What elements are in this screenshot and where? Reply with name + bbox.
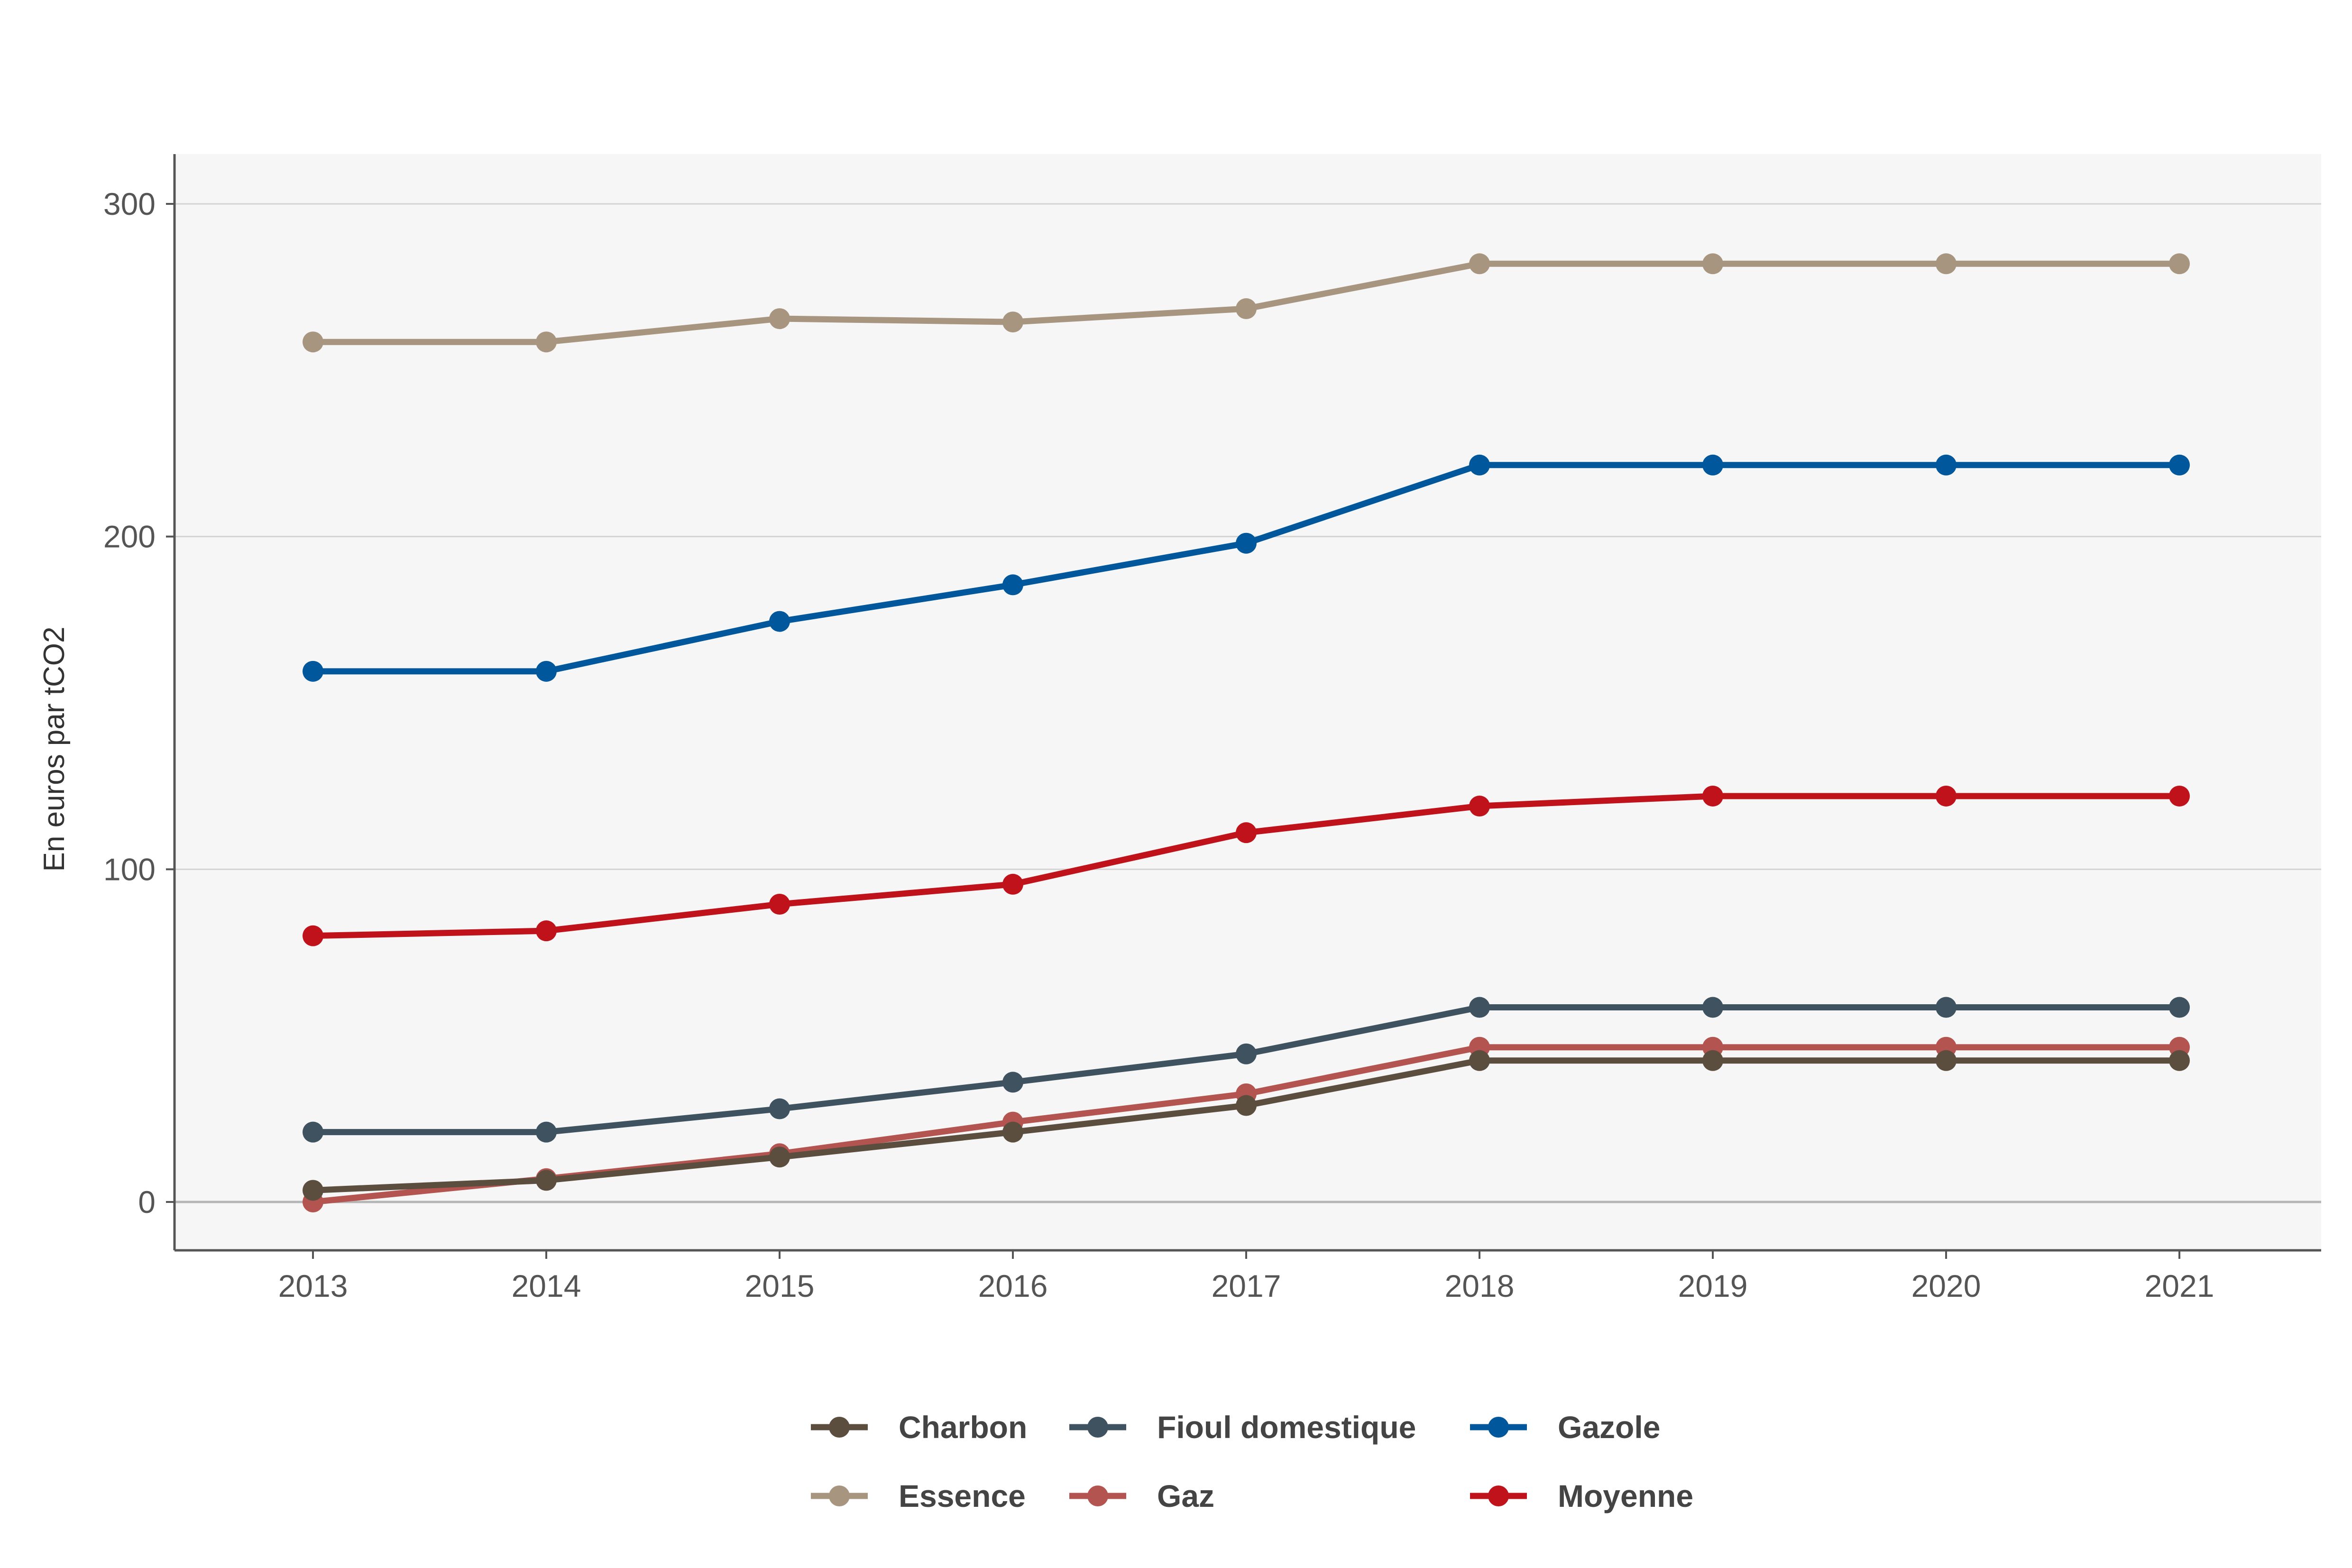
data-point-moyenne	[1236, 822, 1257, 844]
series-layer	[303, 253, 2190, 1212]
legend-label: Fioul domestique	[1157, 1410, 1416, 1445]
series-essence	[303, 253, 2190, 353]
data-point-fioul-domestique	[1936, 997, 1957, 1018]
data-point-essence	[1702, 253, 1723, 275]
series-gazole	[303, 454, 2190, 682]
data-point-essence	[1469, 253, 1490, 275]
data-point-moyenne	[303, 925, 323, 946]
x-tick-label: 2021	[2145, 1268, 2214, 1303]
data-point-fioul-domestique	[303, 1121, 323, 1143]
data-point-charbon	[1469, 1050, 1490, 1071]
legend-swatch-marker	[1087, 1417, 1108, 1438]
data-point-charbon	[536, 1170, 557, 1191]
data-point-moyenne	[1002, 873, 1023, 895]
x-tick-label: 2015	[745, 1268, 815, 1303]
legend: Charbon Fioul domestique Gazole Essence Gaz M…	[811, 1410, 1693, 1513]
x-tick-label: 2016	[978, 1268, 1048, 1303]
legend-swatch-marker	[829, 1485, 850, 1506]
data-point-gazole	[1469, 454, 1490, 476]
data-point-fioul-domestique	[1469, 997, 1490, 1018]
legend-item-charbon: Charbon	[811, 1410, 1027, 1445]
data-point-fioul-domestique	[769, 1098, 790, 1119]
data-point-gazole	[536, 660, 557, 682]
x-tick-label: 2020	[1911, 1268, 1981, 1303]
data-point-fioul-domestique	[1702, 997, 1723, 1018]
y-tick-label: 100	[103, 852, 156, 887]
data-point-charbon	[1936, 1050, 1957, 1071]
data-point-gazole	[1702, 454, 1723, 476]
legend-label: Charbon	[899, 1410, 1027, 1445]
data-point-moyenne	[1469, 796, 1490, 817]
data-point-moyenne	[769, 894, 790, 915]
y-axis-title: En euros par tCO2	[38, 627, 71, 872]
legend-item-gaz: Gaz	[1069, 1478, 1214, 1513]
y-axis-ticks: 0 100 200 300	[103, 186, 175, 1220]
legend-label: Gazole	[1558, 1410, 1660, 1445]
data-point-gazole	[303, 660, 323, 682]
data-point-essence	[303, 331, 323, 353]
data-point-charbon	[303, 1180, 323, 1201]
plot-background	[175, 154, 2321, 1250]
series-charbon	[303, 1050, 2190, 1201]
data-point-moyenne	[2169, 785, 2190, 807]
legend-item-gazole: Gazole	[1470, 1410, 1660, 1445]
data-point-essence	[536, 331, 557, 353]
y-tick-label: 300	[103, 186, 156, 221]
legend-item-essence: Essence	[811, 1478, 1026, 1513]
legend-label: Gaz	[1157, 1478, 1214, 1513]
data-point-fioul-domestique	[2169, 997, 2190, 1018]
x-tick-label: 2018	[1445, 1268, 1515, 1303]
data-point-essence	[2169, 253, 2190, 275]
x-tick-label: 2017	[1212, 1268, 1281, 1303]
data-point-charbon	[2169, 1050, 2190, 1071]
legend-swatch-marker	[1087, 1485, 1108, 1506]
legend-label: Essence	[899, 1478, 1026, 1513]
y-tick-label: 200	[103, 519, 156, 554]
y-tick-label: 0	[138, 1184, 156, 1220]
data-point-moyenne	[536, 920, 557, 942]
data-point-fioul-domestique	[1002, 1072, 1023, 1093]
data-point-fioul-domestique	[1236, 1043, 1257, 1064]
data-point-gazole	[1236, 532, 1257, 554]
x-tick-label: 2014	[512, 1268, 581, 1303]
data-point-charbon	[1002, 1121, 1023, 1143]
data-point-moyenne	[1702, 785, 1723, 807]
series-moyenne	[303, 785, 2190, 946]
data-point-gazole	[1002, 574, 1023, 596]
legend-swatch-marker	[1488, 1417, 1509, 1438]
data-point-essence	[769, 308, 790, 330]
data-point-charbon	[1236, 1095, 1257, 1116]
legend-item-moyenne: Moyenne	[1470, 1478, 1693, 1513]
data-point-essence	[1002, 312, 1023, 333]
legend-item-fioul-domestique: Fioul domestique	[1069, 1410, 1416, 1445]
series-fioul-domestique	[303, 997, 2190, 1143]
data-point-gazole	[2169, 454, 2190, 476]
legend-swatch-marker	[829, 1417, 850, 1438]
data-point-essence	[1236, 298, 1257, 320]
data-point-charbon	[1702, 1050, 1723, 1071]
legend-label: Moyenne	[1558, 1478, 1693, 1513]
data-point-gazole	[769, 611, 790, 632]
data-point-essence	[1936, 253, 1957, 275]
data-point-moyenne	[1936, 785, 1957, 807]
data-point-fioul-domestique	[536, 1121, 557, 1143]
x-tick-label: 2013	[278, 1268, 348, 1303]
data-point-charbon	[769, 1146, 790, 1168]
data-point-gazole	[1936, 454, 1957, 476]
x-tick-label: 2019	[1678, 1268, 1748, 1303]
legend-swatch-marker	[1488, 1485, 1509, 1506]
x-axis-ticks: 2013 2014 2015 2016 2017 2018 2019 2020 2021	[278, 1250, 2214, 1303]
